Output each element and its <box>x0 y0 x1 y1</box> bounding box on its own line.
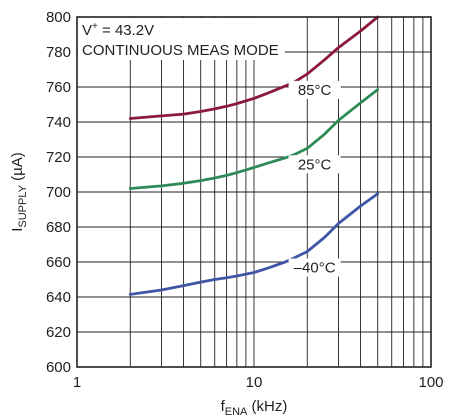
series-label-background <box>288 258 341 277</box>
y-tick-label: 660 <box>46 254 71 271</box>
series-label-background <box>288 80 341 99</box>
tick-labels: 600 620 640 660 680 700 720 740 760 780 800 1 10 100 <box>46 9 444 391</box>
annotation-box: V+ = 43.2V CONTINUOUS MEAS MODE <box>78 18 285 60</box>
series-label-background <box>288 155 341 174</box>
y-tick-label: 760 <box>46 79 71 96</box>
series-label: 85°C <box>298 82 332 99</box>
plot-frame <box>76 16 432 368</box>
series-labels: 85°C 25°C –40°C <box>288 80 341 277</box>
series-lines <box>128 15 380 296</box>
y-tick-label: 700 <box>46 184 71 201</box>
y-axis-title: ISUPPLY (µA) <box>9 152 29 232</box>
y-tick-label: 640 <box>46 289 71 306</box>
y-tick-label: 720 <box>46 149 71 166</box>
y-tick-label: 780 <box>46 44 71 61</box>
x-tick-label: 100 <box>418 374 443 391</box>
supply-voltage-annotation: V+ = 43.2V <box>82 21 154 39</box>
y-tick-label: 680 <box>46 219 71 236</box>
y-tick-label: 740 <box>46 114 71 131</box>
measurement-mode-annotation: CONTINUOUS MEAS MODE <box>82 42 279 59</box>
series-line <box>128 192 380 296</box>
grid <box>77 17 431 367</box>
y-tick-label: 620 <box>46 324 71 341</box>
y-tick-label: 600 <box>46 359 71 376</box>
annotation-background <box>78 18 285 60</box>
x-axis-title: fENA (kHz) <box>221 398 288 418</box>
series-label: 25°C <box>298 156 332 173</box>
series-line <box>128 15 380 120</box>
x-tick-label: 10 <box>246 374 263 391</box>
y-tick-label: 800 <box>46 9 71 26</box>
x-tick-label: 1 <box>73 374 81 391</box>
series-line <box>128 88 380 190</box>
series-label: –40°C <box>294 260 336 277</box>
